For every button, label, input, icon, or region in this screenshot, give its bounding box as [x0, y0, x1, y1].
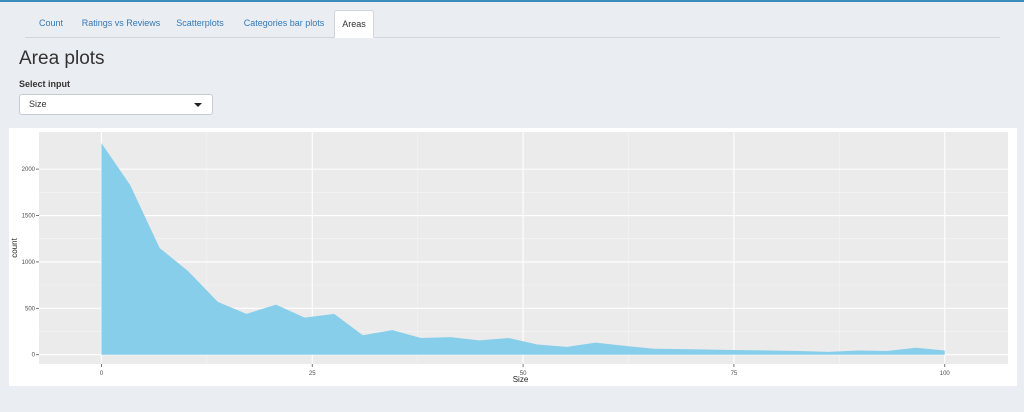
x-tick-label: 50	[520, 371, 527, 377]
x-tick-label: 75	[731, 371, 738, 377]
top-accent-bar	[0, 0, 1024, 2]
y-tick-label: 0	[32, 353, 36, 359]
tab-areas[interactable]: Areas	[334, 10, 374, 38]
area-series	[101, 143, 945, 355]
x-tick-label: 0	[100, 371, 104, 377]
select-value: Size	[29, 99, 47, 109]
page-title: Area plots	[19, 48, 105, 69]
y-tick-label: 500	[25, 306, 36, 312]
input-select-dropdown[interactable]: Size	[19, 94, 213, 115]
x-tick-label: 100	[940, 371, 951, 377]
caret-down-icon	[194, 103, 202, 107]
select-input-label: Select input	[19, 79, 71, 89]
x-tick-label: 25	[309, 371, 316, 377]
y-tick-label: 1000	[22, 260, 36, 266]
plot-panel: 0 25 50 75 100 0 500 1000 1500 2000 Size count	[9, 128, 1017, 386]
tab-scatterplots[interactable]: Scatterplots	[176, 18, 224, 28]
tab-count[interactable]: Count	[38, 18, 64, 28]
y-tick-label: 2000	[22, 167, 36, 173]
y-tick-label: 1500	[22, 214, 36, 220]
x-axis-title: Size	[513, 375, 529, 384]
tab-bar: Count Ratings vs Reviews Scatterplots Ca…	[25, 10, 1000, 38]
tab-ratings-vs-reviews[interactable]: Ratings vs Reviews	[81, 18, 161, 28]
tab-categories-bar-plots[interactable]: Categories bar plots	[243, 18, 325, 28]
y-axis-title: count	[10, 237, 19, 257]
